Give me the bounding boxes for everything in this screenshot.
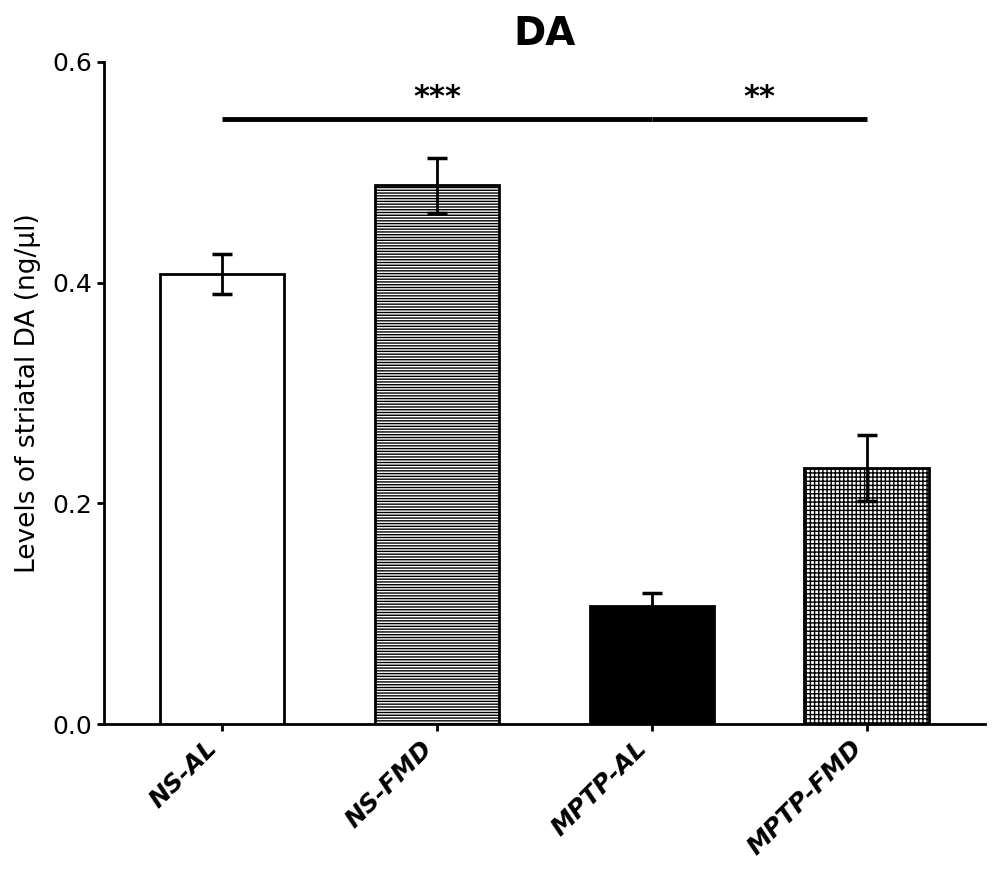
Bar: [804, 468, 929, 724]
Bar: [160, 274, 284, 724]
Bar: [375, 186, 499, 724]
Text: **: **: [743, 83, 775, 113]
Title: DA: DA: [513, 15, 576, 53]
Text: ***: ***: [413, 83, 461, 113]
Bar: [590, 606, 714, 724]
Y-axis label: Levels of striatal DA (ng/μl): Levels of striatal DA (ng/μl): [15, 214, 41, 573]
